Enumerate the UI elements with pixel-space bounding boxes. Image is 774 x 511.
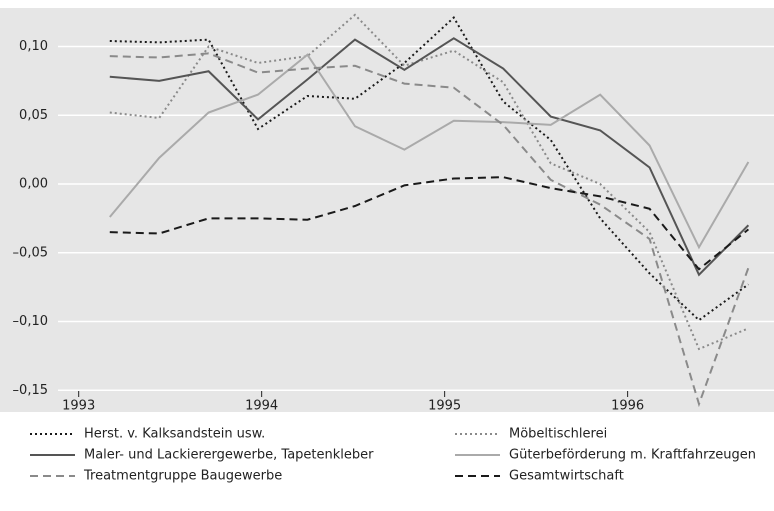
series-line	[109, 52, 750, 408]
y-tick-label: –0,15	[13, 383, 48, 398]
legend-label: Möbeltischlerei	[509, 427, 607, 442]
x-tick-label: 1995	[428, 399, 461, 414]
x-tick-label: 1993	[62, 399, 95, 414]
x-tick-label: 1996	[611, 399, 644, 414]
series-line	[109, 176, 750, 271]
y-tick-label: 0,10	[19, 39, 48, 54]
series-line	[109, 16, 749, 322]
plot-background	[0, 8, 774, 412]
series-line	[109, 37, 750, 277]
y-tick-label: 0,00	[19, 177, 48, 192]
y-tick-label: 0,05	[19, 108, 48, 123]
series-line	[109, 53, 750, 250]
legend-label: Treatmentgruppe Baugewerbe	[83, 469, 282, 484]
series-line	[109, 13, 749, 351]
legend-label: Güterbeförderung m. Kraftfahrzeugen	[509, 448, 756, 463]
x-tick-label: 1994	[245, 399, 278, 414]
legend-label: Maler- und Lackierergewerbe, Tapetenkleb…	[84, 448, 374, 463]
y-tick-label: –0,10	[13, 314, 48, 329]
legend-label: Herst. v. Kalksandstein usw.	[84, 427, 265, 442]
legend-label: Gesamtwirtschaft	[509, 469, 624, 484]
y-tick-label: –0,05	[13, 245, 48, 260]
